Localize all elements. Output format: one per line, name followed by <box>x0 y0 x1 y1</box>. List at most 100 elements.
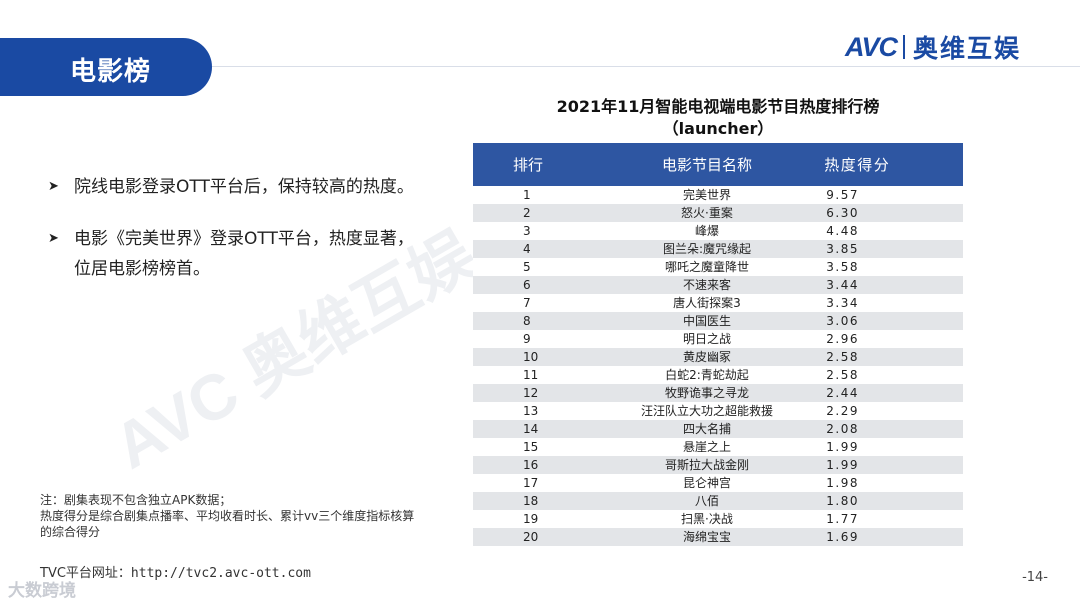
table-row: 16 哥斯拉大战金刚 1.99 <box>473 456 963 474</box>
table-title: 2021年11月智能电视端电影节目热度排行榜 （launcher） <box>473 96 963 140</box>
title-cell: 八佰 <box>615 492 799 510</box>
score-cell: 3.44 <box>798 276 963 294</box>
title-cell: 哪吒之魔童降世 <box>615 258 799 276</box>
rank-cell: 8 <box>473 312 616 330</box>
title-cell: 怒火·重案 <box>615 204 799 222</box>
title-cell: 黄皮幽冢 <box>615 348 799 366</box>
score-cell: 4.48 <box>798 222 963 240</box>
title-cell: 扫黑·决战 <box>615 510 799 528</box>
arrow-bullet-icon: ➤ <box>48 231 59 246</box>
table-row: 10 黄皮幽冢 2.58 <box>473 348 963 366</box>
rank-cell: 4 <box>473 240 616 258</box>
rank-cell: 2 <box>473 204 616 222</box>
table-row: 3 峰爆 4.48 <box>473 222 963 240</box>
table-row: 20 海绵宝宝 1.69 <box>473 528 963 546</box>
title-cell: 明日之战 <box>615 330 799 348</box>
rank-cell: 6 <box>473 276 616 294</box>
rank-cell: 3 <box>473 222 616 240</box>
score-cell: 1.80 <box>798 492 963 510</box>
header-score: 热度得分 <box>798 143 963 186</box>
title-cell: 图兰朵:魔咒缘起 <box>615 240 799 258</box>
title-cell: 白蛇2:青蛇劫起 <box>615 366 799 384</box>
rank-cell: 20 <box>473 528 616 546</box>
footnote: 注：剧集表现不包含独立APK数据； 热度得分是综合剧集点播率、平均收看时长、累计… <box>40 492 460 540</box>
score-cell: 1.99 <box>798 456 963 474</box>
score-cell: 3.34 <box>798 294 963 312</box>
table-row: 19 扫黑·决战 1.77 <box>473 510 963 528</box>
score-cell: 9.57 <box>798 186 963 204</box>
bullet-text: 院线电影登录OTT平台后，保持较高的热度。 <box>74 177 414 197</box>
rank-cell: 15 <box>473 438 616 456</box>
header-divider <box>212 66 1080 67</box>
table-row: 11 白蛇2:青蛇劫起 2.58 <box>473 366 963 384</box>
table-row: 15 悬崖之上 1.99 <box>473 438 963 456</box>
bullet-list: ➤ 院线电影登录OTT平台后，保持较高的热度。 ➤ 电影《完美世界》登录OTT平… <box>48 172 428 306</box>
url-label: TVC平台网址： <box>40 566 131 581</box>
title-cell: 唐人街探案3 <box>615 294 799 312</box>
rank-cell: 9 <box>473 330 616 348</box>
ranking-table: 排行 电影节目名称 热度得分 1 完美世界 9.57 2 怒火·重案 6.30 3 峰爆 4.4… <box>473 143 963 546</box>
url-link[interactable]: http://tvc2.avc-ott.com <box>130 566 311 581</box>
score-cell: 2.58 <box>798 348 963 366</box>
table-row: 17 昆仑神宫 1.98 <box>473 474 963 492</box>
table-row: 12 牧野诡事之寻龙 2.44 <box>473 384 963 402</box>
section-title-tab: 电影榜 <box>0 38 212 96</box>
rank-cell: 5 <box>473 258 616 276</box>
page-title: 电影榜 <box>70 57 152 87</box>
table-row: 4 图兰朵:魔咒缘起 3.85 <box>473 240 963 258</box>
score-cell: 3.85 <box>798 240 963 258</box>
score-cell: 1.69 <box>798 528 963 546</box>
score-cell: 2.29 <box>798 402 963 420</box>
score-cell: 3.06 <box>798 312 963 330</box>
table-row: 6 不速来客 3.44 <box>473 276 963 294</box>
brand-logo: AVC 奥维互娱 <box>845 30 1021 64</box>
table-row: 18 八佰 1.80 <box>473 492 963 510</box>
bullet-item: ➤ 电影《完美世界》登录OTT平台，热度显著，位居电影榜榜首。 <box>48 224 428 284</box>
rank-cell: 16 <box>473 456 616 474</box>
header-name: 电影节目名称 <box>615 143 799 186</box>
title-cell: 完美世界 <box>615 186 799 204</box>
logo-separator <box>903 35 906 59</box>
title-cell: 峰爆 <box>615 222 799 240</box>
table-row: 7 唐人街探案3 3.34 <box>473 294 963 312</box>
table-row: 14 四大名捕 2.08 <box>473 420 963 438</box>
score-cell: 2.44 <box>798 384 963 402</box>
header-rank: 排行 <box>473 143 616 186</box>
footnote-line1: 注：剧集表现不包含独立APK数据； <box>40 493 232 507</box>
score-cell: 3.58 <box>798 258 963 276</box>
rank-cell: 1 <box>473 186 616 204</box>
title-cell: 悬崖之上 <box>615 438 799 456</box>
platform-url: TVC平台网址：http://tvc2.avc-ott.com <box>40 562 311 581</box>
score-cell: 6.30 <box>798 204 963 222</box>
rank-cell: 11 <box>473 366 616 384</box>
rank-cell: 7 <box>473 294 616 312</box>
title-cell: 不速来客 <box>615 276 799 294</box>
logo-avc-text: AVC <box>845 31 898 62</box>
rank-cell: 14 <box>473 420 616 438</box>
table-header-row: 排行 电影节目名称 热度得分 <box>473 143 963 186</box>
footnote-line2: 热度得分是综合剧集点播率、平均收看时长、累计vv三个维度指标核算 <box>40 509 415 523</box>
arrow-bullet-icon: ➤ <box>48 179 59 194</box>
score-cell: 2.58 <box>798 366 963 384</box>
rank-cell: 18 <box>473 492 616 510</box>
table-row: 5 哪吒之魔童降世 3.58 <box>473 258 963 276</box>
title-cell: 哥斯拉大战金刚 <box>615 456 799 474</box>
table-row: 8 中国医生 3.06 <box>473 312 963 330</box>
title-cell: 中国医生 <box>615 312 799 330</box>
corner-watermark-logo: 大数跨境 <box>8 581 76 601</box>
table-row: 9 明日之战 2.96 <box>473 330 963 348</box>
score-cell: 1.98 <box>798 474 963 492</box>
table-row: 1 完美世界 9.57 <box>473 186 963 204</box>
table-title-line1: 2021年11月智能电视端电影节目热度排行榜 <box>556 97 880 116</box>
table-title-line2: （launcher） <box>662 119 774 138</box>
score-cell: 2.08 <box>798 420 963 438</box>
score-cell: 1.77 <box>798 510 963 528</box>
rank-cell: 10 <box>473 348 616 366</box>
title-cell: 海绵宝宝 <box>615 528 799 546</box>
score-cell: 1.99 <box>798 438 963 456</box>
title-cell: 四大名捕 <box>615 420 799 438</box>
bullet-text: 电影《完美世界》登录OTT平台，热度显著，位居电影榜榜首。 <box>74 229 414 279</box>
table-row: 13 汪汪队立大功之超能救援 2.29 <box>473 402 963 420</box>
logo-cn-text: 奥维互娱 <box>913 34 1022 63</box>
rank-cell: 19 <box>473 510 616 528</box>
